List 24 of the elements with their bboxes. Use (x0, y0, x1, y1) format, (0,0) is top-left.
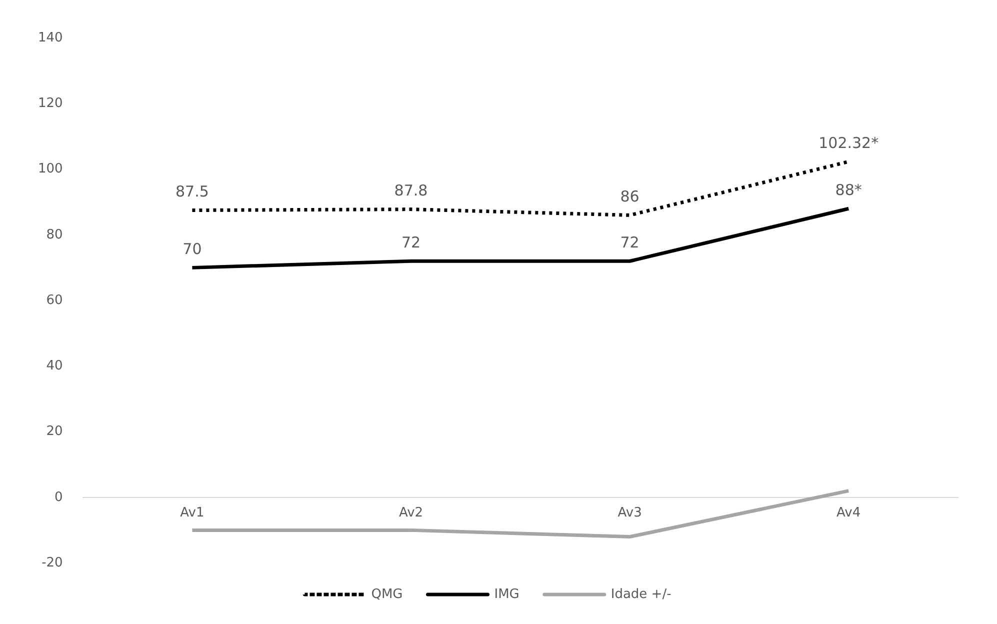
x-tick-label: Av1 (180, 506, 204, 521)
data-label: 72 (401, 234, 421, 252)
y-tick-label: 20 (46, 424, 63, 440)
y-tick-label: -20 (42, 555, 63, 570)
y-tick-label: 60 (46, 292, 63, 308)
x-tick-label: Av3 (618, 506, 642, 521)
data-label: 86 (620, 188, 640, 206)
y-tick-label: 0 (54, 490, 63, 505)
y-tick-label: 120 (38, 96, 63, 111)
data-label: 88* (835, 181, 862, 200)
x-tick-label: Av4 (836, 506, 861, 521)
legend-label: Idade +/- (610, 586, 672, 602)
legend-label: IMG (494, 586, 520, 602)
data-label: 87.8 (394, 182, 428, 200)
data-label: 70 (182, 240, 202, 258)
data-label: 102.32* (818, 134, 880, 152)
data-label: 87.5 (176, 182, 209, 201)
x-tick-label: Av2 (398, 506, 424, 521)
legend-label: QMG (371, 586, 403, 602)
y-tick-label: 40 (46, 358, 63, 374)
y-tick-label: 80 (46, 227, 63, 242)
y-tick-label: 100 (38, 162, 63, 177)
y-tick-label: 140 (38, 30, 63, 46)
data-label: 72 (620, 234, 640, 252)
